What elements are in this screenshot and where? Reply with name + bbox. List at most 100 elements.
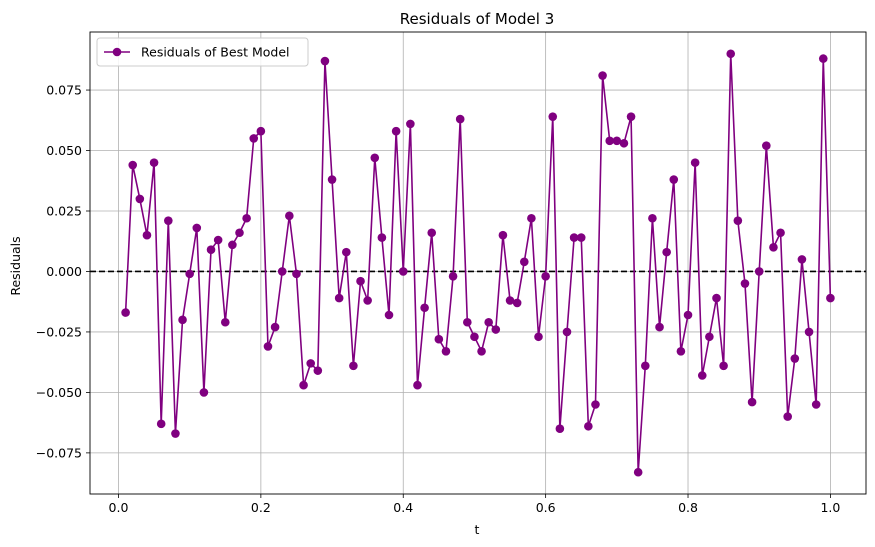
data-point (185, 269, 194, 279)
data-point (498, 230, 508, 240)
plot-frame (89, 31, 867, 495)
x-axis-label: t (475, 522, 480, 537)
series-line (124, 52, 832, 474)
y-tick-label: −0.050 (36, 385, 82, 400)
y-tick-label: −0.075 (36, 445, 82, 460)
data-point (477, 346, 486, 356)
data-point (149, 158, 159, 167)
data-point (591, 400, 600, 409)
data-point (448, 272, 458, 281)
data-point (242, 213, 251, 223)
data-point (747, 397, 757, 407)
data-point (156, 419, 166, 429)
data-point (349, 361, 358, 371)
data-point (263, 342, 273, 351)
data-point (384, 310, 394, 320)
data-point (790, 354, 800, 363)
data-point (142, 230, 152, 240)
data-point (391, 126, 401, 136)
data-point (769, 242, 778, 252)
data-point (228, 240, 237, 250)
data-point (818, 54, 828, 63)
data-point (726, 49, 736, 59)
data-point (285, 211, 294, 221)
data-point (455, 114, 465, 124)
data-point (434, 334, 444, 344)
data-point (128, 160, 138, 170)
data-point (555, 424, 565, 433)
data-point (633, 467, 643, 477)
data-point (783, 412, 792, 421)
data-point (641, 361, 650, 371)
data-point (121, 308, 130, 317)
data-point (519, 257, 529, 267)
data-point (648, 213, 657, 223)
data-point (548, 112, 558, 121)
chart-title: Residuals of Model 3 (400, 10, 555, 28)
data-point (712, 293, 721, 303)
data-point (249, 134, 259, 143)
data-point (705, 332, 714, 342)
data-point (398, 267, 408, 276)
data-point (804, 327, 814, 337)
data-point (206, 245, 216, 254)
data-point (171, 429, 180, 438)
data-point (491, 325, 501, 334)
data-point (505, 296, 515, 305)
x-axis-ticks: 0.0 0.2 0.4 0.6 0.8 1.0 (109, 494, 840, 515)
data-point (719, 361, 728, 371)
data-point (826, 293, 835, 303)
data-point (655, 322, 664, 332)
data-point (235, 228, 244, 238)
data-point (320, 56, 330, 66)
data-point (811, 400, 821, 409)
data-point (584, 421, 593, 431)
data-point (754, 267, 764, 276)
data-point (270, 322, 280, 332)
data-point (213, 235, 223, 245)
data-point (662, 247, 671, 257)
data-point (733, 216, 743, 225)
legend-marker (112, 47, 122, 57)
data-point (256, 126, 266, 136)
data-point (334, 293, 344, 303)
data-point (327, 175, 337, 184)
data-point (605, 136, 615, 146)
x-tick-label: 0.2 (251, 500, 271, 515)
data-point (598, 71, 607, 80)
data-point (441, 346, 451, 356)
data-point (420, 303, 429, 313)
data-point (377, 233, 387, 242)
y-tick-label: −0.025 (36, 324, 82, 339)
data-point (413, 380, 422, 390)
series-residuals (121, 49, 835, 477)
data-point (313, 366, 323, 375)
data-point (534, 332, 543, 342)
data-point (178, 315, 187, 325)
legend-label: Residuals of Best Model (141, 45, 289, 60)
data-point (797, 255, 807, 264)
data-point (676, 346, 686, 356)
data-point (306, 359, 316, 368)
data-point (192, 223, 202, 233)
x-tick-label: 0.4 (393, 500, 413, 515)
data-point (292, 269, 301, 279)
data-point (363, 296, 372, 305)
data-point (527, 213, 536, 223)
data-point (220, 317, 230, 327)
data-point (683, 310, 693, 320)
x-tick-label: 0.8 (678, 500, 698, 515)
x-tick-label: 0.6 (536, 500, 556, 515)
data-point (470, 332, 479, 342)
y-tick-label: 0.025 (46, 203, 82, 218)
y-tick-label: 0.000 (46, 264, 82, 279)
y-tick-label: 0.050 (46, 143, 82, 158)
data-point (512, 298, 522, 308)
data-point (576, 233, 586, 242)
data-point (463, 317, 472, 327)
data-point (762, 141, 771, 150)
data-point (697, 371, 707, 380)
data-point (199, 388, 209, 397)
data-point (356, 276, 365, 286)
